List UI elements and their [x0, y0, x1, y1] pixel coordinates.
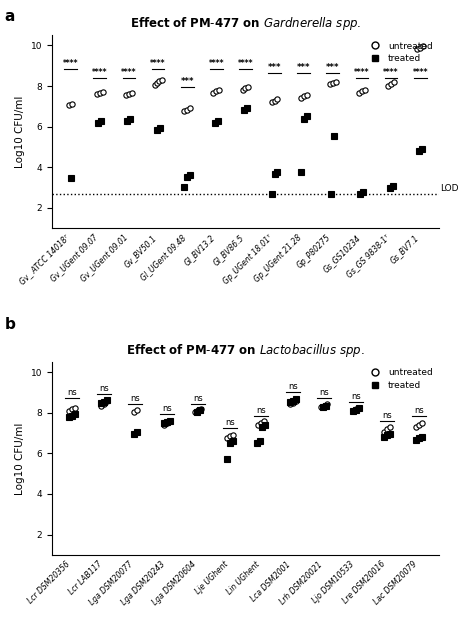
Text: a: a [5, 9, 15, 24]
Text: ns: ns [256, 406, 266, 415]
Text: ***: *** [181, 77, 194, 86]
Y-axis label: Log10 CFU/ml: Log10 CFU/ml [15, 422, 25, 494]
Text: ns: ns [225, 418, 235, 427]
Text: ns: ns [288, 381, 298, 391]
Text: ns: ns [193, 394, 203, 402]
Text: ****: **** [237, 59, 253, 68]
Text: ns: ns [162, 404, 172, 413]
Text: ****: **** [121, 68, 137, 77]
Legend: untreated, treated: untreated, treated [365, 366, 435, 392]
Text: ****: **** [150, 59, 166, 68]
Text: ****: **** [383, 68, 399, 77]
Text: ns: ns [319, 388, 329, 397]
Y-axis label: Log10 CFU/ml: Log10 CFU/ml [15, 96, 25, 168]
Text: ****: **** [412, 68, 428, 77]
Text: ***: *** [297, 63, 310, 72]
Text: ***: *** [268, 63, 282, 72]
Legend: untreated, treated: untreated, treated [365, 40, 435, 65]
Text: LOD: LOD [440, 183, 459, 193]
Text: ns: ns [99, 384, 109, 392]
Title: $\bf{Effect\ of\ PM\text{-}477\ on\ }$$\bf{\it{Lactobacillus\ spp.}}$: $\bf{Effect\ of\ PM\text{-}477\ on\ }$$\… [126, 341, 365, 359]
Text: ns: ns [130, 394, 140, 402]
Text: ****: **** [354, 68, 370, 77]
Text: ns: ns [351, 392, 361, 401]
Text: ****: **** [63, 59, 79, 68]
Text: ****: **** [209, 59, 224, 68]
Text: b: b [5, 317, 16, 332]
Text: ns: ns [414, 406, 424, 415]
Text: ns: ns [383, 411, 392, 419]
Title: $\bf{Effect\ of\ PM\text{-}477\ on\ }$$\bf{\it{Gardnerella\ spp.}}$: $\bf{Effect\ of\ PM\text{-}477\ on\ }$$\… [130, 15, 361, 32]
Text: ns: ns [67, 388, 77, 397]
Text: ***: *** [326, 63, 339, 72]
Text: ****: **** [92, 68, 108, 77]
